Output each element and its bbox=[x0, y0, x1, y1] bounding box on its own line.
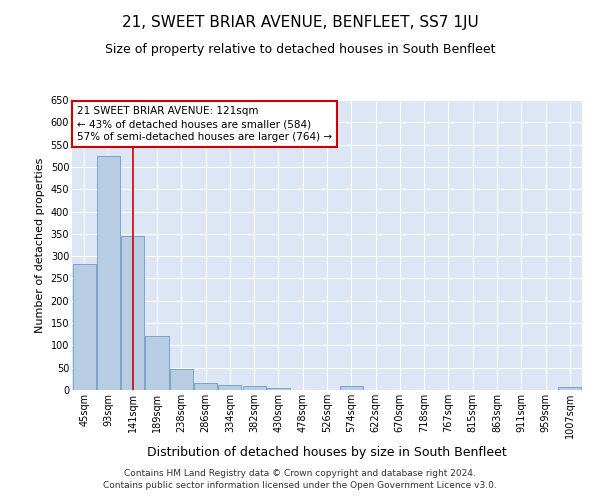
Y-axis label: Number of detached properties: Number of detached properties bbox=[35, 158, 45, 332]
Bar bbox=[145, 336, 169, 390]
Bar bbox=[218, 385, 241, 390]
Text: 21, SWEET BRIAR AVENUE, BENFLEET, SS7 1JU: 21, SWEET BRIAR AVENUE, BENFLEET, SS7 1J… bbox=[122, 15, 478, 30]
Bar bbox=[73, 264, 95, 390]
Bar bbox=[194, 383, 217, 390]
Bar bbox=[121, 236, 144, 390]
Bar bbox=[170, 368, 193, 390]
Bar bbox=[559, 388, 581, 390]
X-axis label: Distribution of detached houses by size in South Benfleet: Distribution of detached houses by size … bbox=[147, 446, 507, 460]
Bar bbox=[242, 386, 266, 390]
Bar bbox=[97, 156, 120, 390]
Text: 21 SWEET BRIAR AVENUE: 121sqm
← 43% of detached houses are smaller (584)
57% of : 21 SWEET BRIAR AVENUE: 121sqm ← 43% of d… bbox=[77, 106, 332, 142]
Bar bbox=[267, 388, 290, 390]
Text: Size of property relative to detached houses in South Benfleet: Size of property relative to detached ho… bbox=[105, 42, 495, 56]
Bar bbox=[340, 386, 363, 390]
Text: Contains HM Land Registry data © Crown copyright and database right 2024.
Contai: Contains HM Land Registry data © Crown c… bbox=[103, 468, 497, 490]
